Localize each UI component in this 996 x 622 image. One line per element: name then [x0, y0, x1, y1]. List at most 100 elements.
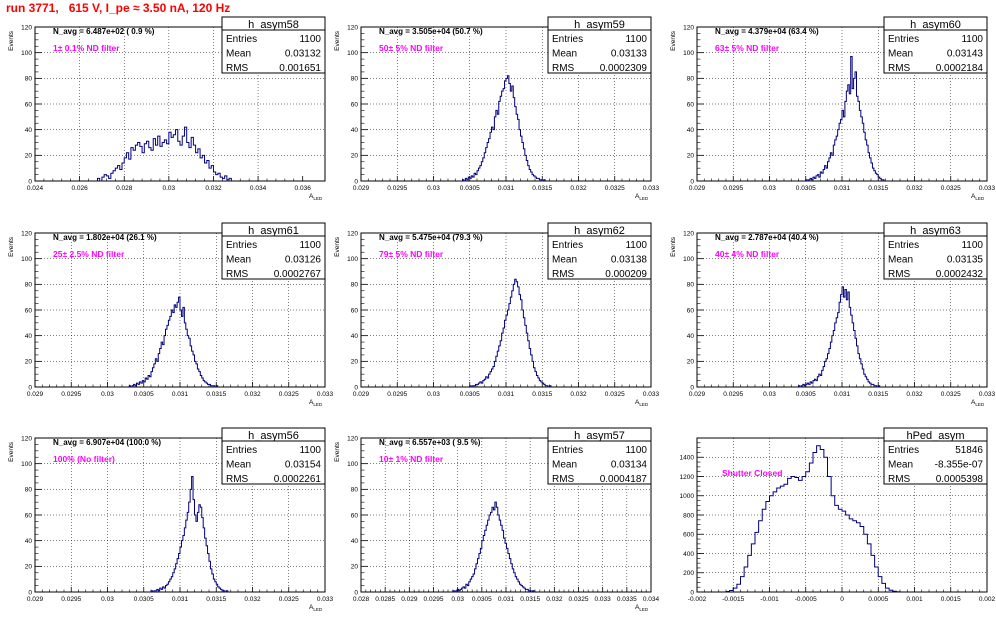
x-tick-label: 0.032 [906, 185, 923, 192]
x-tick-label: 0.032 [906, 391, 923, 398]
y-axis-label: Events [334, 441, 341, 462]
stats-label: Mean [552, 460, 577, 471]
stats-box-name: hPed_asym [906, 430, 964, 442]
x-tick-label: 0.0015 [941, 596, 961, 603]
x-axis-label: ALED [309, 193, 323, 201]
x-axis-label-sub: LED [639, 607, 649, 612]
stats-value: 0.03134 [611, 460, 648, 471]
y-tick-label: 0 [354, 178, 358, 185]
filter-annotation: 50± 5% ND filter [379, 43, 444, 53]
y-tick-label: 100 [347, 256, 358, 263]
stats-box-name: h_asym59 [574, 19, 625, 31]
stats-label: RMS [226, 269, 249, 280]
stats-label: Mean [226, 49, 251, 60]
y-tick-label: 100 [21, 461, 32, 468]
y-axis-label: Events [8, 441, 15, 462]
x-tick-label: 0.0295 [424, 596, 444, 603]
y-tick-label: 120 [21, 435, 32, 442]
stats-box-frame [547, 16, 652, 74]
histogram-title: N_avg = 6.557e+03 ( 9.5 %) [379, 438, 481, 447]
x-axis-label: ALED [635, 399, 649, 407]
x-axis-label-sub: LED [313, 607, 323, 612]
x-tick-label: -0.0005 [795, 596, 817, 603]
histogram-title: N_avg = 6.487e+02 ( 0.9 %) [53, 27, 155, 36]
x-tick-label: 0.029 [353, 391, 370, 398]
stats-label: RMS [552, 269, 575, 280]
x-tick-label: 0.029 [353, 185, 370, 192]
x-tick-label: 0.03 [101, 596, 114, 603]
filter-annotation: 10± 1% ND filter [379, 454, 444, 464]
stats-box-name: h_asym62 [574, 225, 625, 237]
y-tick-label: 80 [687, 76, 695, 83]
y-tick-label: 60 [351, 512, 359, 519]
histogram-title: N_avg = 6.907e+04 (100.0 %) [53, 438, 161, 447]
y-tick-label: 60 [351, 101, 359, 108]
panel-h_asym63: 0.029 0.0295 0.03 0.0305 0.031 0.0315 0.032 0.0… [670, 222, 996, 407]
stats-box-frame [883, 427, 988, 485]
y-tick-label: 20 [351, 359, 359, 366]
panel-hPed_asym: -0.002 -0.0015 -0.001 -0.0005 0 0.0005 0.001 0.… [680, 427, 996, 603]
x-axis-label: ALED [635, 193, 649, 201]
y-axis-label: Events [670, 236, 677, 257]
y-tick-label: 0 [354, 384, 358, 391]
histogram-title: N_avg = 2.787e+04 (40.4 %) [715, 233, 819, 242]
y-axis-label: Events [334, 30, 341, 51]
y-tick-label: 20 [687, 359, 695, 366]
y-tick-label: 20 [687, 153, 695, 160]
x-tick-label: 0.028 [116, 185, 133, 192]
stats-value: 0.000209 [605, 269, 647, 280]
x-tick-label: 0.002 [979, 596, 996, 603]
x-axis-label-sub: LED [639, 402, 649, 407]
x-tick-label: 0.0305 [134, 391, 154, 398]
x-tick-label: 0.0315 [532, 185, 552, 192]
stats-box-name: h_asym63 [910, 225, 961, 237]
stats-label: RMS [226, 474, 249, 485]
stats-label: Mean [226, 460, 251, 471]
stats-label: Entries [888, 445, 919, 456]
x-tick-label: 0.03 [427, 391, 440, 398]
x-tick-label: 0.024 [27, 185, 44, 192]
x-tick-label: 0.0305 [460, 185, 480, 192]
x-tick-label: 0.031 [498, 596, 515, 603]
y-tick-label: 0 [690, 178, 694, 185]
histogram-series [725, 445, 901, 593]
stats-label: Mean [888, 49, 913, 60]
x-tick-label: 0.033 [595, 596, 612, 603]
filter-annotation: 79± 5% ND filter [379, 249, 444, 259]
x-axis-label-main: A [635, 604, 640, 611]
panel-h_asym59: 0.029 0.0295 0.03 0.0305 0.031 0.0315 0.032 0.0… [334, 16, 660, 201]
x-tick-label: 0.0325 [605, 185, 625, 192]
filter-annotation: 40± 4% ND filter [715, 249, 780, 259]
y-tick-label: 60 [687, 101, 695, 108]
stats-value: 51846 [955, 445, 983, 456]
y-tick-label: 0 [690, 384, 694, 391]
y-tick-label: 0 [28, 178, 32, 185]
y-axis-label: Events [334, 236, 341, 257]
x-tick-label: 0.029 [689, 185, 706, 192]
stats-box-frame [547, 427, 652, 485]
stats-box: h_asym59 Entries 1100 Mean 0.03133 RMS 0.00023… [547, 16, 652, 74]
stats-value: 1100 [961, 240, 983, 251]
stats-box-name: h_asym57 [574, 430, 625, 442]
stats-value: 0.0002767 [274, 269, 322, 280]
x-tick-label: 0.0325 [569, 596, 589, 603]
histogram-series [805, 56, 885, 182]
y-tick-label: 1200 [680, 474, 695, 481]
x-tick-label: 0.0325 [279, 596, 299, 603]
x-tick-label: 0.0295 [387, 185, 407, 192]
stats-box: h_asym63 Entries 1100 Mean 0.03135 RMS 0.00024… [883, 222, 988, 280]
x-axis-label: ALED [309, 399, 323, 407]
x-tick-label: 0.03 [763, 185, 776, 192]
histogram-title: N_avg = 5.475e+04 (79.3 %) [379, 233, 483, 242]
y-tick-label: 600 [683, 532, 694, 539]
x-axis-label-sub: LED [313, 402, 323, 407]
x-tick-label: 0.0315 [206, 596, 226, 603]
y-tick-label: 40 [351, 127, 359, 134]
panel-h_asym61: 0.029 0.0295 0.03 0.0305 0.031 0.0315 0.032 0.0… [8, 222, 334, 407]
stats-value: 0.0002309 [600, 63, 648, 74]
y-tick-label: 120 [347, 24, 358, 31]
stats-box-name: h_asym56 [248, 430, 299, 442]
x-tick-label: 0.029 [689, 391, 706, 398]
histogram-series [469, 278, 552, 388]
